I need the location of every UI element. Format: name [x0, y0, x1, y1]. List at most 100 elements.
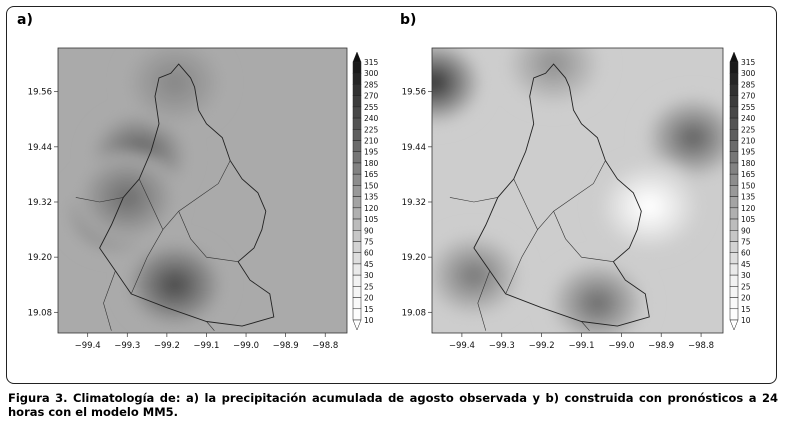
colorbar-box [729, 218, 739, 231]
colorbar-label: 45 [741, 260, 751, 269]
colorbar-label: 10 [364, 316, 374, 325]
colorbar-box [729, 140, 739, 152]
plot-frame [57, 47, 348, 334]
colorbar-label: 285 [364, 80, 379, 89]
colorbar-box [729, 95, 739, 108]
panel-label-b: b) [400, 12, 417, 28]
colorbar-box [729, 162, 739, 175]
x-tick-label: −99.2 [154, 341, 180, 351]
internal-boundary [553, 211, 614, 262]
colorbar-label: 270 [741, 92, 756, 101]
x-tick-label: −99.0 [608, 341, 634, 351]
colorbar-label: 105 [364, 215, 379, 224]
x-tick-label: −99.3 [114, 341, 140, 351]
colorbar-label: 195 [364, 148, 379, 157]
heatmap-field [432, 48, 723, 333]
internal-boundary [103, 270, 116, 331]
colorbar-label: 240 [364, 114, 379, 123]
colorbar-min-arrow [352, 319, 362, 331]
colorbar-label: 165 [364, 170, 379, 179]
colorbar-label: 30 [364, 271, 374, 280]
colorbar-label: 210 [364, 137, 379, 146]
internal-boundary [206, 321, 215, 331]
colorbar-label: 150 [364, 181, 379, 190]
internal-boundary [178, 211, 239, 262]
colorbar-label: 135 [364, 193, 379, 202]
y-tick-label: 19.08 [28, 308, 52, 318]
colorbar-box [729, 185, 739, 197]
colorbar-min-arrow [729, 319, 739, 331]
y-tick-label: 19.32 [402, 198, 426, 208]
internal-boundary [75, 197, 124, 203]
colorbar-label: 315 [364, 58, 379, 67]
colorbar-box [729, 61, 739, 74]
colorbar-box [729, 263, 739, 276]
colorbar-label: 25 [364, 282, 374, 291]
internal-boundary [138, 178, 164, 230]
colorbar-label: 210 [741, 137, 756, 146]
field-extremum [683, 129, 703, 146]
colorbar-box [729, 129, 739, 141]
x-tick-label: −98.9 [648, 341, 674, 351]
y-tick-label: 19.44 [28, 143, 52, 153]
y-tick-label: 19.08 [402, 308, 426, 318]
plot-a: −99.4 −99.3 −99.2 −99.1 −99.0 −98.9 −98.8 19.56… [28, 47, 379, 351]
y-tick-label: 19.56 [402, 88, 426, 98]
y-tick-label: 19.56 [28, 88, 52, 98]
x-tick-label: −99.2 [529, 341, 555, 351]
internal-boundary [449, 197, 498, 203]
colorbar-label: 225 [364, 125, 379, 134]
colorbar-box [729, 230, 739, 242]
colorbar-label: 120 [364, 204, 379, 213]
colorbar-label: 105 [741, 215, 756, 224]
plot-b: −99.4 −99.3 −99.2 −99.1 −99.0 −98.9 −98.8 19.56… [402, 47, 756, 351]
x-tick-label: −98.8 [312, 341, 338, 351]
colorbar-label: 255 [364, 103, 379, 112]
colorbar-label: 90 [364, 226, 374, 235]
field-extremum [117, 189, 137, 206]
panel-label-a: a) [17, 12, 33, 28]
colorbar-label: 285 [741, 80, 756, 89]
field-extremum [432, 74, 444, 91]
colorbar-label: 180 [741, 159, 756, 168]
colorbar-box [729, 207, 739, 220]
colorbar-box [729, 286, 739, 298]
colorbar-label: 150 [741, 181, 756, 190]
colorbar-label: 75 [741, 237, 751, 246]
colorbar-label: 20 [741, 294, 751, 303]
field-extremum [587, 294, 607, 312]
colorbar-label: 25 [741, 282, 751, 291]
x-tick-label: −98.9 [273, 341, 299, 351]
colorbar-label: 165 [741, 170, 756, 179]
colorbar-label: 180 [364, 159, 379, 168]
colorbar-label: 120 [741, 204, 756, 213]
colorbar-box [729, 297, 739, 310]
x-tick-label: −98.8 [688, 341, 714, 351]
colorbar-box [729, 151, 739, 164]
colorbar-label: 225 [741, 125, 756, 134]
field-extremum [639, 197, 660, 216]
x-tick-label: −99.1 [193, 341, 219, 351]
colorbar-label: 240 [741, 114, 756, 123]
internal-boundary [477, 270, 491, 331]
colorbar-max-arrow [352, 51, 362, 63]
x-tick-label: −99.4 [75, 341, 101, 351]
internal-boundary [513, 178, 538, 230]
heatmap-field [58, 48, 347, 333]
colorbar-label: 15 [364, 305, 374, 314]
colorbar-box [729, 252, 739, 265]
y-tick-label: 19.20 [28, 253, 52, 263]
colorbar-box [729, 196, 739, 209]
colorbar-label: 75 [364, 237, 374, 246]
field-extremum [464, 267, 484, 284]
x-tick-label: −99.3 [489, 341, 515, 351]
colorbar-label: 195 [741, 148, 756, 157]
colorbar-box [729, 308, 739, 321]
plot-frame [431, 47, 724, 334]
colorbar-box [729, 117, 739, 130]
colorbar-label: 60 [741, 249, 751, 258]
colorbar-max-arrow [729, 51, 739, 63]
field-extremum [165, 74, 185, 91]
colorbar-box [729, 72, 739, 85]
colorbar-label: 15 [741, 305, 751, 314]
